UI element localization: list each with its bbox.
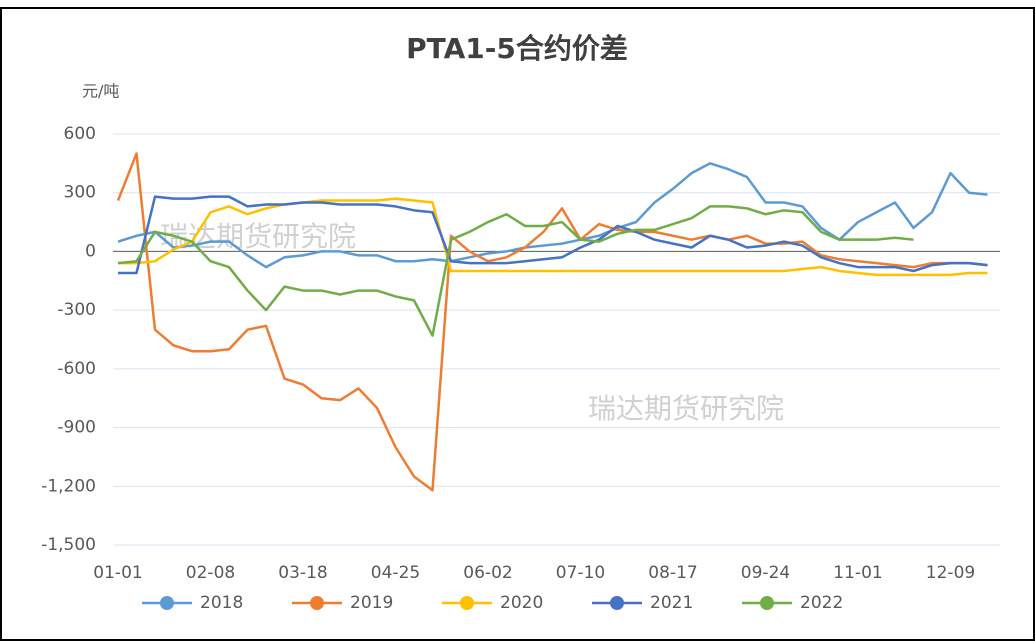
x-tick-label: 09-24 — [741, 563, 790, 583]
series-line — [118, 195, 988, 275]
x-tick-label: 03-18 — [278, 563, 327, 583]
y-axis-label: 元/吨 — [82, 82, 119, 101]
x-tick-label: 08-17 — [648, 563, 697, 583]
legend-label: 2019 — [350, 593, 393, 613]
y-tick-label: -300 — [57, 300, 96, 320]
x-tick-label: 01-01 — [93, 563, 142, 583]
x-tick-label: 02-08 — [186, 563, 235, 583]
x-tick-label: 12-09 — [926, 563, 975, 583]
series-line — [116, 152, 988, 492]
watermark: 瑞达期货研究院 — [588, 392, 784, 425]
x-tick-label: 11-01 — [833, 563, 882, 583]
legend-label: 2021 — [650, 593, 693, 613]
chart-title: PTA1-5合约价差 — [406, 32, 628, 65]
legend-marker — [760, 596, 774, 610]
legend-label: 2018 — [200, 593, 243, 613]
series-line — [118, 197, 988, 277]
watermark: 瑞达期货研究院 — [160, 220, 356, 253]
x-tick-label: 07-10 — [556, 563, 605, 583]
legend-label: 2020 — [500, 593, 543, 613]
x-tick-label: 04-25 — [371, 563, 420, 583]
series-line — [117, 205, 914, 337]
series-line — [117, 162, 988, 269]
legend-marker — [460, 596, 474, 610]
y-tick-label: -1,500 — [41, 535, 96, 555]
y-tick-label: 300 — [64, 183, 96, 203]
y-tick-label: 600 — [64, 124, 96, 144]
legend-marker — [610, 596, 624, 610]
legend-marker — [160, 596, 174, 610]
y-tick-label: -1,200 — [41, 476, 96, 496]
legend-label: 2022 — [800, 593, 843, 613]
y-tick-label: 0 — [85, 241, 96, 261]
y-tick-label: -900 — [57, 418, 96, 438]
legend-marker — [310, 596, 324, 610]
x-tick-label: 06-02 — [463, 563, 512, 583]
y-tick-label: -600 — [57, 359, 96, 379]
frame — [0, 7, 1035, 641]
